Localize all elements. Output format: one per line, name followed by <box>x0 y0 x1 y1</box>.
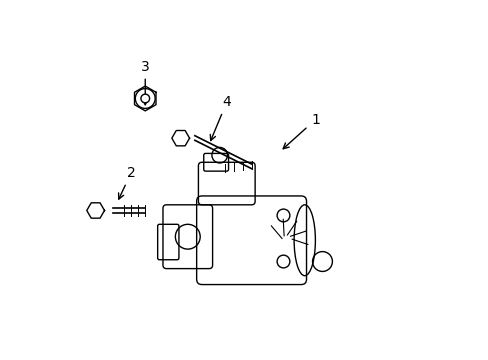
Circle shape <box>141 94 149 103</box>
Text: 3: 3 <box>141 59 149 105</box>
Polygon shape <box>86 203 104 218</box>
Text: 2: 2 <box>119 166 135 199</box>
Polygon shape <box>171 131 189 146</box>
Polygon shape <box>134 86 156 111</box>
Text: 1: 1 <box>283 113 319 149</box>
Text: 4: 4 <box>210 95 231 140</box>
